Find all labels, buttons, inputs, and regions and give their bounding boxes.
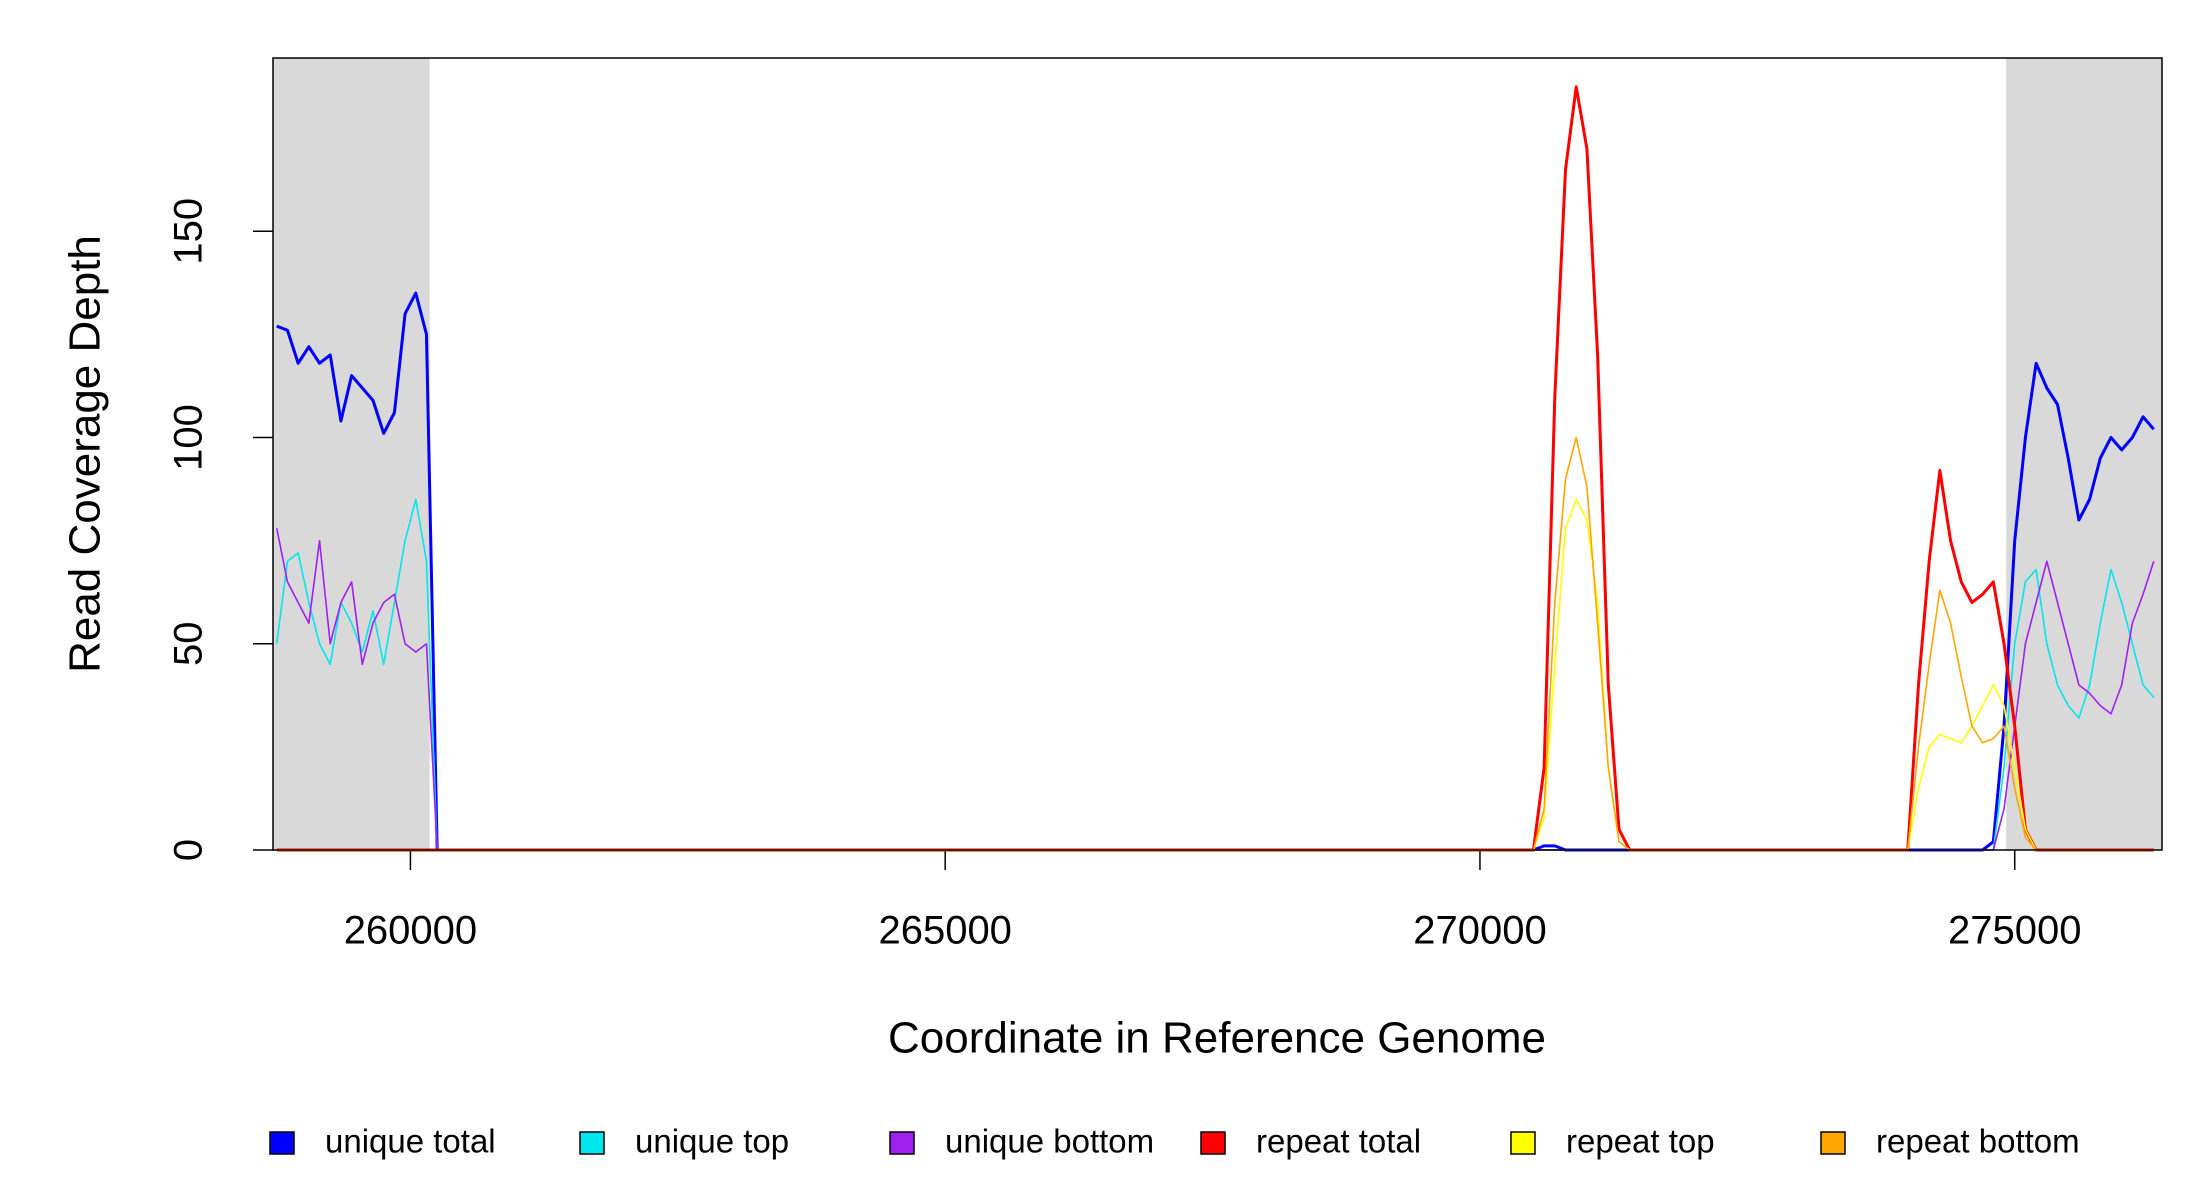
legend-label: repeat bottom	[1876, 1123, 2080, 1160]
x-tick-label: 270000	[1413, 909, 1546, 953]
legend-swatch	[579, 1131, 605, 1155]
y-tick-label: 0	[167, 839, 211, 861]
shaded-region	[2006, 58, 2162, 850]
y-axis-title: Read Coverage Depth	[61, 235, 110, 673]
y-tick-label: 100	[167, 404, 211, 471]
series-line	[276, 498, 2154, 851]
y-tick-label: 150	[167, 198, 211, 265]
x-tick-label: 275000	[1948, 909, 2081, 953]
legend-label: unique total	[325, 1123, 496, 1160]
legend-swatch	[1200, 1131, 1226, 1155]
series-line	[275, 528, 2155, 851]
x-axis-title: Coordinate in Reference Genome	[888, 1014, 1546, 1063]
series-line	[276, 436, 2154, 851]
series-line	[276, 85, 2154, 852]
x-tick-label: 260000	[344, 909, 477, 953]
legend-label: unique top	[635, 1123, 789, 1160]
plot-frame	[272, 57, 2163, 851]
legend-swatch	[1820, 1131, 1846, 1155]
y-tick-label: 50	[167, 622, 211, 667]
legend-swatch	[269, 1131, 295, 1155]
shaded-region	[273, 58, 430, 850]
series-line	[275, 498, 2155, 851]
legend-label: repeat top	[1566, 1123, 1715, 1160]
legend-swatch	[889, 1131, 915, 1155]
legend-swatch	[1510, 1131, 1536, 1155]
series-line	[276, 291, 2155, 852]
legend-label: repeat total	[1256, 1123, 1421, 1160]
legend-label: unique bottom	[945, 1123, 1154, 1160]
x-tick-label: 265000	[878, 909, 1011, 953]
